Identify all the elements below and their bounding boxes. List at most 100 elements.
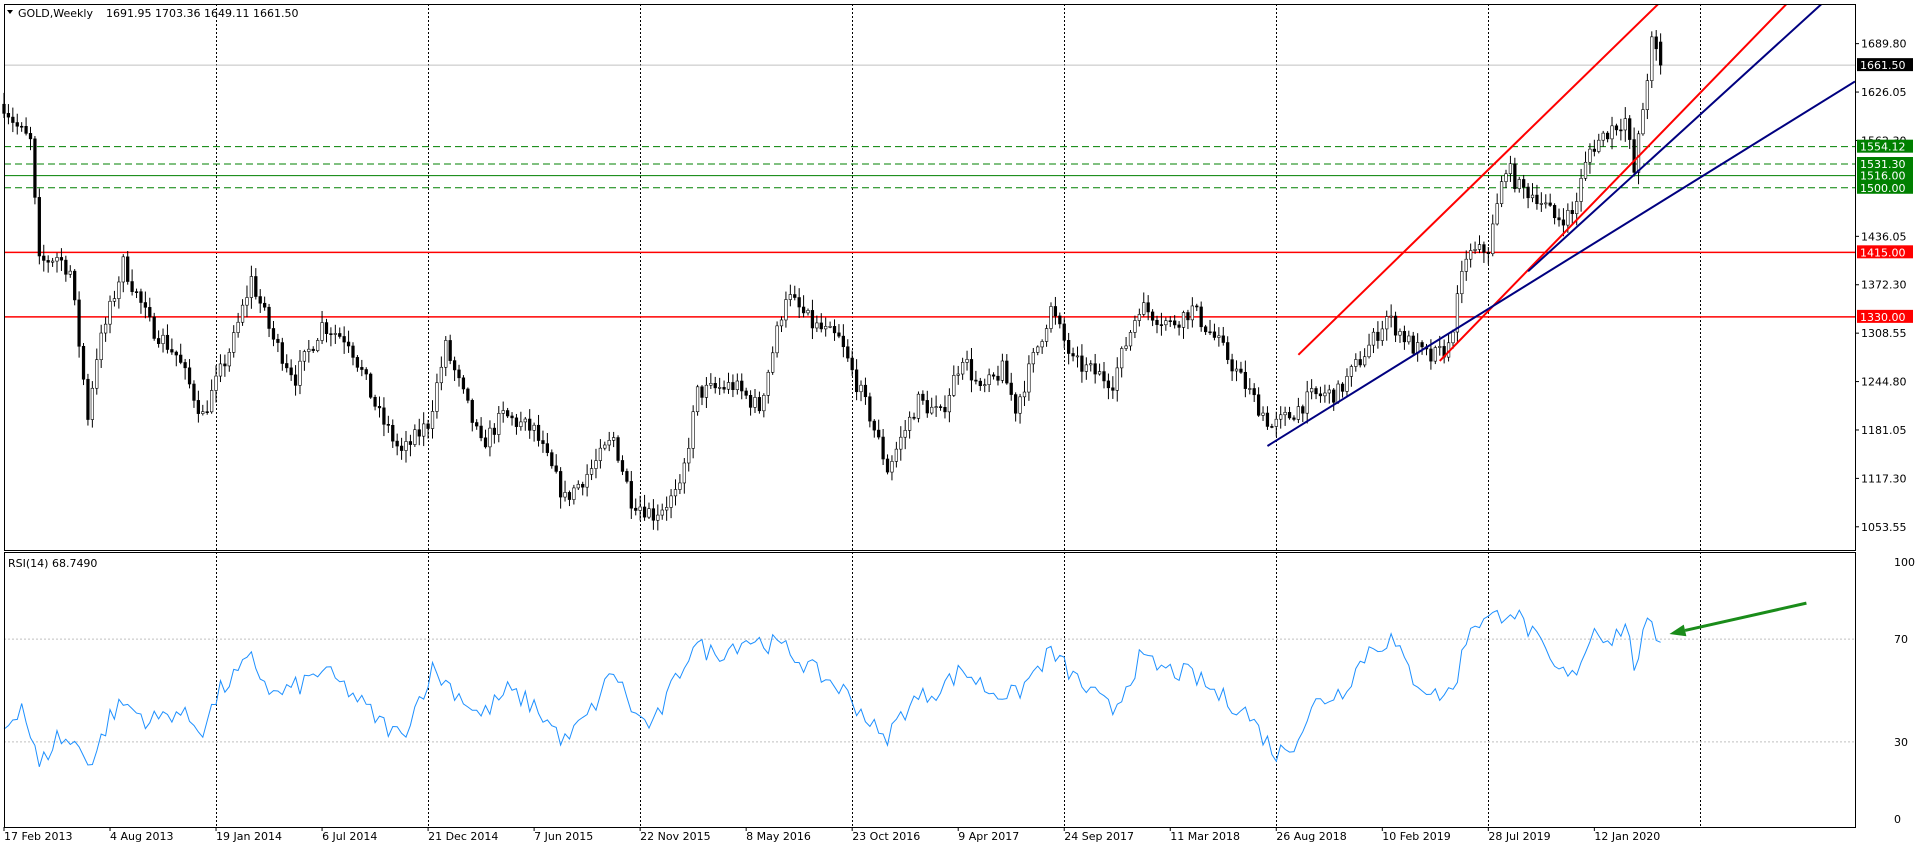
candle — [320, 322, 324, 341]
candle — [492, 427, 496, 435]
chart-menu-arrow-icon[interactable] — [7, 10, 13, 14]
trendline[interactable] — [1297, 2, 1660, 356]
candle — [961, 362, 965, 375]
candle — [285, 363, 289, 369]
price-tick-label: 1689.80 — [1861, 38, 1907, 51]
candle — [1530, 194, 1535, 199]
candle — [1499, 181, 1504, 204]
candle — [1455, 293, 1460, 333]
candle — [1234, 368, 1239, 372]
candle — [1221, 335, 1225, 343]
candle — [1089, 363, 1093, 366]
candle — [1137, 314, 1141, 321]
candle — [1650, 36, 1654, 81]
candle — [1592, 148, 1596, 152]
candle — [90, 387, 94, 420]
candle — [42, 255, 46, 261]
candle — [748, 395, 753, 408]
candle — [240, 304, 245, 323]
candle — [1332, 389, 1336, 403]
candle — [665, 507, 669, 511]
candle — [192, 383, 196, 401]
candle — [293, 374, 298, 386]
candle — [46, 260, 50, 263]
candle — [1252, 388, 1256, 396]
candle — [1155, 319, 1159, 325]
candle — [682, 462, 686, 484]
candle — [1345, 376, 1349, 392]
candle — [258, 296, 262, 304]
candle — [1482, 244, 1486, 253]
candle — [532, 424, 536, 431]
candle — [1548, 202, 1552, 206]
price-tick-label: 1626.05 — [1861, 86, 1907, 99]
candle — [629, 481, 633, 509]
candle — [435, 382, 439, 412]
candle — [24, 126, 28, 134]
last-price-badge — [1857, 58, 1913, 72]
candle — [1203, 326, 1208, 333]
candle — [987, 374, 991, 385]
candle — [1256, 394, 1261, 416]
candle — [1177, 324, 1181, 328]
candle — [1014, 394, 1018, 414]
candle — [1279, 414, 1283, 420]
candle — [59, 257, 64, 261]
candle — [99, 332, 103, 360]
price-level-badge — [1857, 309, 1913, 323]
candle — [461, 377, 466, 390]
candle — [890, 461, 894, 473]
candle — [1040, 341, 1044, 348]
price-level-label: 1500.00 — [1860, 182, 1906, 195]
candle — [439, 366, 443, 384]
time-tick-label: 12 Jan 2020 — [1594, 830, 1660, 843]
price-tick-label: 1244.80 — [1861, 376, 1907, 389]
candle — [148, 307, 152, 318]
candle — [1150, 311, 1155, 321]
time-tick-label: 6 Jul 2014 — [322, 830, 377, 843]
price-level-badge — [1857, 245, 1913, 259]
candle — [386, 424, 390, 426]
candle — [1477, 244, 1482, 250]
candle — [501, 410, 505, 414]
candle — [1460, 271, 1464, 295]
trendline[interactable] — [1527, 2, 1824, 273]
candle — [1053, 306, 1058, 317]
candle — [1274, 418, 1278, 427]
candle — [249, 276, 254, 298]
candle — [307, 348, 311, 352]
candle — [673, 489, 678, 497]
candle — [1168, 320, 1172, 322]
candle — [775, 325, 779, 354]
candle — [355, 357, 360, 368]
candle — [1159, 324, 1164, 326]
candle — [444, 340, 448, 368]
candle — [642, 506, 647, 518]
price-level-badge — [1857, 157, 1913, 171]
candle — [983, 384, 987, 387]
candle — [669, 495, 673, 508]
candle — [497, 413, 501, 435]
candle — [280, 342, 284, 364]
candle — [1128, 332, 1133, 347]
candle — [1354, 359, 1358, 367]
annotation-arrow[interactable] — [1684, 601, 1807, 632]
candle — [479, 425, 483, 439]
candle — [1044, 328, 1049, 342]
candle — [810, 310, 815, 329]
candle — [1230, 359, 1234, 372]
time-tick-label: 22 Nov 2015 — [640, 830, 710, 843]
candle — [581, 483, 585, 488]
candle — [930, 406, 934, 414]
candle — [1363, 356, 1367, 366]
trendline[interactable] — [1439, 2, 1789, 362]
candle — [1080, 355, 1084, 372]
price-tick-label: 1053.55 — [1861, 521, 1907, 534]
candle — [1270, 426, 1274, 428]
candle — [1570, 210, 1574, 215]
candle — [523, 418, 527, 423]
candle — [214, 375, 218, 391]
candle — [854, 369, 859, 393]
trendline[interactable] — [1266, 80, 1855, 447]
